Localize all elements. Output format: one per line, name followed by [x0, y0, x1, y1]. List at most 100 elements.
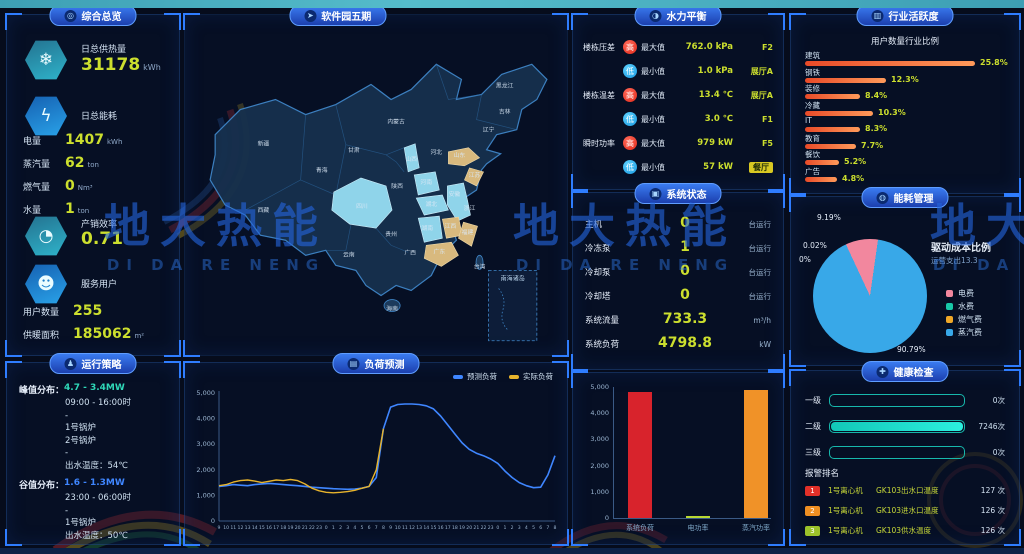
- overview-title-pill[interactable]: ◎ 综合总览: [49, 5, 137, 26]
- industry-bar[interactable]: [805, 143, 856, 149]
- svg-text:15: 15: [431, 525, 437, 531]
- panel-power-bars: 0 1,000 2,000 3,000 4,000 5,000 系统负荷 电功率 蒸汽功率: [571, 371, 785, 546]
- province-label: 黑龙江: [496, 81, 514, 89]
- power-bar[interactable]: [744, 389, 768, 518]
- health-bar-row: 三级 0次: [805, 445, 1005, 459]
- svg-text:6: 6: [539, 525, 542, 531]
- highlight-provinces-tan: [423, 147, 484, 267]
- rank-badge: 2: [805, 505, 820, 516]
- hydraulic-row: 低 最小值 1.0 kPa 展厅A: [583, 59, 773, 83]
- svg-text:4: 4: [525, 525, 528, 531]
- pie-legend-item[interactable]: 水费: [946, 300, 982, 313]
- health-bar-track: [829, 419, 965, 433]
- svg-text:22: 22: [481, 525, 487, 531]
- industry-bar[interactable]: [805, 160, 839, 165]
- power-bar[interactable]: [628, 392, 652, 518]
- province-label: 云南: [343, 250, 355, 258]
- svg-text:21: 21: [302, 525, 308, 531]
- system-status-title-pill[interactable]: ▣ 系统状态: [634, 183, 722, 204]
- pie-slice-label: 0.02%: [803, 241, 827, 250]
- high-icon: 高: [623, 88, 637, 102]
- industry-bar[interactable]: [805, 127, 860, 132]
- province-label: 河南: [420, 178, 432, 186]
- health-bar-track: [829, 393, 965, 407]
- alarm-ranking-row[interactable]: 3 1号离心机 GK103供水温度 126 次: [805, 525, 1005, 536]
- power-bar-chart: 0 1,000 2,000 3,000 4,000 5,000 系统负荷 电功率 蒸汽功率: [583, 383, 775, 535]
- svg-text:2: 2: [511, 525, 514, 531]
- svg-text:15: 15: [259, 525, 265, 531]
- svg-text:10: 10: [223, 525, 229, 531]
- svg-text:9: 9: [218, 525, 221, 531]
- ranking-title: 报警排名: [805, 469, 840, 479]
- power-bar[interactable]: [686, 516, 710, 518]
- pie-legend-item[interactable]: 燃气费: [946, 313, 982, 326]
- hydraulic-row: 低 最小值 3.0 ℃ F1: [583, 107, 773, 131]
- industry-label: 装修: [805, 84, 820, 93]
- bottom-accent-strip: [0, 548, 1024, 554]
- heart-pulse-icon: ✚: [876, 365, 889, 378]
- svg-text:3: 3: [346, 525, 349, 531]
- ratio-hex-icon: ◔: [25, 216, 67, 256]
- panel-health: ✚ 健康检查 一级 0次 二级 7246次 三级 0次 报警排名 1 1号离心机…: [789, 361, 1021, 546]
- industry-title-pill[interactable]: ▥ 行业活跃度: [856, 5, 954, 26]
- energy-row: 燃气量 0 Nm³: [23, 178, 93, 194]
- province-label: 吉林: [499, 108, 511, 116]
- pie-slice-label: 9.19%: [817, 213, 841, 222]
- province-label: 广西: [404, 248, 416, 256]
- province-label: 山东: [454, 151, 466, 159]
- svg-text:8: 8: [554, 525, 557, 531]
- pie-legend-item[interactable]: 电费: [946, 287, 982, 300]
- pie-legend-item[interactable]: 蒸汽费: [946, 326, 982, 339]
- strategy-title: 运行策略: [81, 360, 122, 371]
- panel-overview: ◎ 综合总览 ❄ 日总供热量 31178 kWh ϟ 日总能耗 电量 1407 k…: [5, 5, 181, 357]
- energy-row: 电量 1407 kWh: [23, 132, 123, 148]
- cost-pie-chart[interactable]: [813, 239, 927, 353]
- svg-text:5: 5: [532, 525, 535, 531]
- svg-text:1: 1: [503, 525, 506, 531]
- province-label: 陕西: [391, 182, 403, 190]
- heat-label: 日总供热量: [81, 45, 127, 55]
- strategy-title-pill[interactable]: ♟ 运行策略: [49, 353, 137, 374]
- industry-bar[interactable]: [805, 94, 860, 99]
- industry-bar[interactable]: [805, 176, 837, 182]
- industry-bar[interactable]: [805, 61, 975, 66]
- province-label: 广东: [433, 247, 445, 255]
- province-label: 台湾: [474, 262, 486, 270]
- svg-text:4: 4: [353, 525, 356, 531]
- province-label: 新疆: [258, 140, 270, 148]
- svg-text:13: 13: [416, 525, 422, 531]
- svg-text:5,000: 5,000: [196, 389, 215, 397]
- pie-slice-label: 90.79%: [897, 345, 926, 354]
- industry-subtitle: 用户数量行业比例: [870, 37, 939, 47]
- panel-system-status: ▣ 系统状态 主机 0 台运行 冷冻泵 1 台运行 冷却泵 0 台运行 冷却塔 0 台运行 系统…: [571, 183, 785, 371]
- ratio-value: 0.71: [81, 229, 123, 249]
- highlight-provinces-cyan: [331, 143, 471, 243]
- high-icon: 高: [623, 136, 637, 150]
- province-label: 安徽: [449, 190, 461, 198]
- alarm-ranking-row[interactable]: 1 1号离心机 GK103出水口温度 127 次: [805, 485, 1005, 496]
- industry-bar-row: 钢铁 12.3%: [805, 68, 1005, 93]
- alarm-ranking-row[interactable]: 2 1号离心机 GK103进水口温度 126 次: [805, 505, 1005, 516]
- province-label: 辽宁: [483, 126, 495, 134]
- low-icon: 低: [623, 64, 637, 78]
- forecast-title-pill[interactable]: ▤ 负荷预测: [332, 353, 420, 374]
- industry-percent: 10.3%: [878, 107, 906, 117]
- panel-industry: ▥ 行业活跃度 用户数量行业比例 建筑 25.8% 钢铁 12.3% 装修 8.4%…: [789, 5, 1021, 195]
- inset-label: 南海诸岛: [501, 274, 525, 282]
- svg-text:23: 23: [316, 525, 322, 531]
- svg-text:17: 17: [273, 525, 279, 531]
- industry-bar[interactable]: [805, 77, 886, 83]
- map-title-pill[interactable]: ➤ 软件园五期: [289, 5, 387, 26]
- hydraulic-row: 低 最小值 57 kW 餐厅: [583, 155, 773, 179]
- legend-item-actual[interactable]: 实际负荷: [509, 371, 553, 382]
- health-title: 健康检查: [893, 368, 934, 379]
- industry-bar[interactable]: [805, 110, 873, 116]
- svg-text:6: 6: [368, 525, 371, 531]
- legend-swatch: [946, 316, 953, 323]
- health-title-pill[interactable]: ✚ 健康检查: [861, 361, 949, 382]
- legend-item-predicted[interactable]: 预测负荷: [453, 371, 497, 382]
- hydraulic-title-pill[interactable]: ◑ 水力平衡: [634, 5, 722, 26]
- energy-cost-title-pill[interactable]: ◍ 能耗管理: [861, 187, 949, 208]
